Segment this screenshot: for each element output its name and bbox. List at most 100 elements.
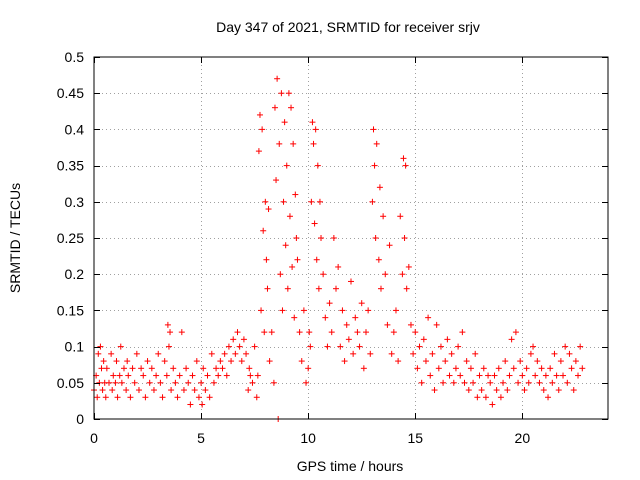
data-point — [489, 401, 496, 408]
data-point — [314, 162, 321, 169]
data-point — [303, 379, 310, 386]
data-point — [103, 365, 110, 372]
data-point — [517, 358, 524, 365]
data-point — [198, 379, 205, 386]
data-point — [140, 372, 147, 379]
data-point — [420, 336, 427, 343]
data-point — [261, 329, 268, 336]
data-point — [504, 387, 511, 394]
data-point — [322, 314, 329, 321]
data-point — [392, 307, 399, 314]
data-point — [284, 285, 291, 292]
data-point — [263, 256, 270, 263]
y-tick-label: 0.45 — [57, 85, 84, 101]
data-point — [390, 329, 397, 336]
data-point — [502, 358, 509, 365]
data-point — [310, 140, 317, 147]
data-point — [337, 343, 344, 350]
data-point — [129, 365, 136, 372]
data-point — [315, 285, 322, 292]
x-axis-label: GPS time / hours — [297, 458, 404, 474]
data-point — [108, 350, 115, 357]
data-point — [515, 379, 522, 386]
data-point — [437, 343, 444, 350]
data-point — [94, 394, 101, 401]
data-point — [125, 372, 132, 379]
data-point — [547, 365, 554, 372]
data-point — [293, 235, 300, 241]
data-point — [572, 358, 579, 365]
data-point — [210, 379, 217, 386]
data-point — [123, 387, 130, 394]
data-point — [433, 321, 440, 328]
data-point — [168, 387, 175, 394]
data-point — [560, 372, 567, 379]
data-point — [217, 358, 224, 365]
data-point — [448, 350, 455, 357]
data-point — [527, 350, 534, 357]
data-point — [105, 379, 112, 386]
data-point — [300, 307, 307, 314]
data-point — [397, 213, 404, 220]
data-point — [444, 336, 451, 343]
data-point — [519, 372, 526, 379]
data-point — [109, 387, 116, 394]
data-point — [427, 372, 434, 379]
data-point — [270, 379, 277, 386]
data-point — [153, 372, 160, 379]
data-point — [467, 365, 474, 372]
data-point — [566, 350, 573, 357]
data-point — [354, 329, 361, 336]
data-point — [124, 358, 131, 365]
data-point — [491, 372, 498, 379]
data-point — [375, 256, 382, 263]
data-point — [412, 329, 419, 336]
data-point — [262, 198, 269, 205]
data-point — [258, 307, 265, 314]
data-point — [264, 285, 271, 292]
data-point — [418, 379, 425, 386]
data-point — [255, 148, 262, 155]
data-point — [254, 372, 261, 379]
data-point — [276, 140, 283, 147]
data-point — [549, 379, 556, 386]
data-point — [159, 394, 166, 401]
data-point — [345, 336, 352, 343]
data-point — [405, 263, 412, 270]
data-point — [401, 235, 408, 241]
y-tick-label: 0.2 — [65, 266, 85, 282]
data-point — [288, 104, 295, 111]
data-point — [114, 394, 121, 401]
data-point — [176, 372, 183, 379]
data-point — [213, 365, 220, 372]
data-point — [333, 285, 340, 292]
data-point — [497, 394, 504, 401]
x-tick-label: 0 — [90, 430, 98, 446]
data-point — [221, 350, 228, 357]
data-point — [99, 387, 106, 394]
data-point — [283, 162, 290, 169]
data-point — [260, 227, 267, 234]
data-point — [557, 358, 564, 365]
data-point — [146, 379, 153, 386]
data-point — [279, 307, 286, 314]
data-point — [399, 271, 406, 278]
data-point — [234, 329, 241, 336]
data-point — [112, 379, 119, 386]
data-point — [429, 350, 436, 357]
data-point — [102, 394, 109, 401]
y-tick-label: 0.15 — [57, 302, 84, 318]
data-point — [339, 307, 346, 314]
data-point — [564, 379, 571, 386]
data-point — [536, 379, 543, 386]
data-point — [256, 111, 263, 118]
data-point — [478, 387, 485, 394]
data-point — [452, 365, 459, 372]
data-point — [472, 350, 479, 357]
data-point — [386, 242, 393, 249]
data-point — [100, 358, 107, 365]
data-point — [118, 379, 125, 386]
data-point — [553, 372, 560, 379]
x-tick-label: 15 — [407, 430, 423, 446]
data-point — [425, 314, 432, 321]
